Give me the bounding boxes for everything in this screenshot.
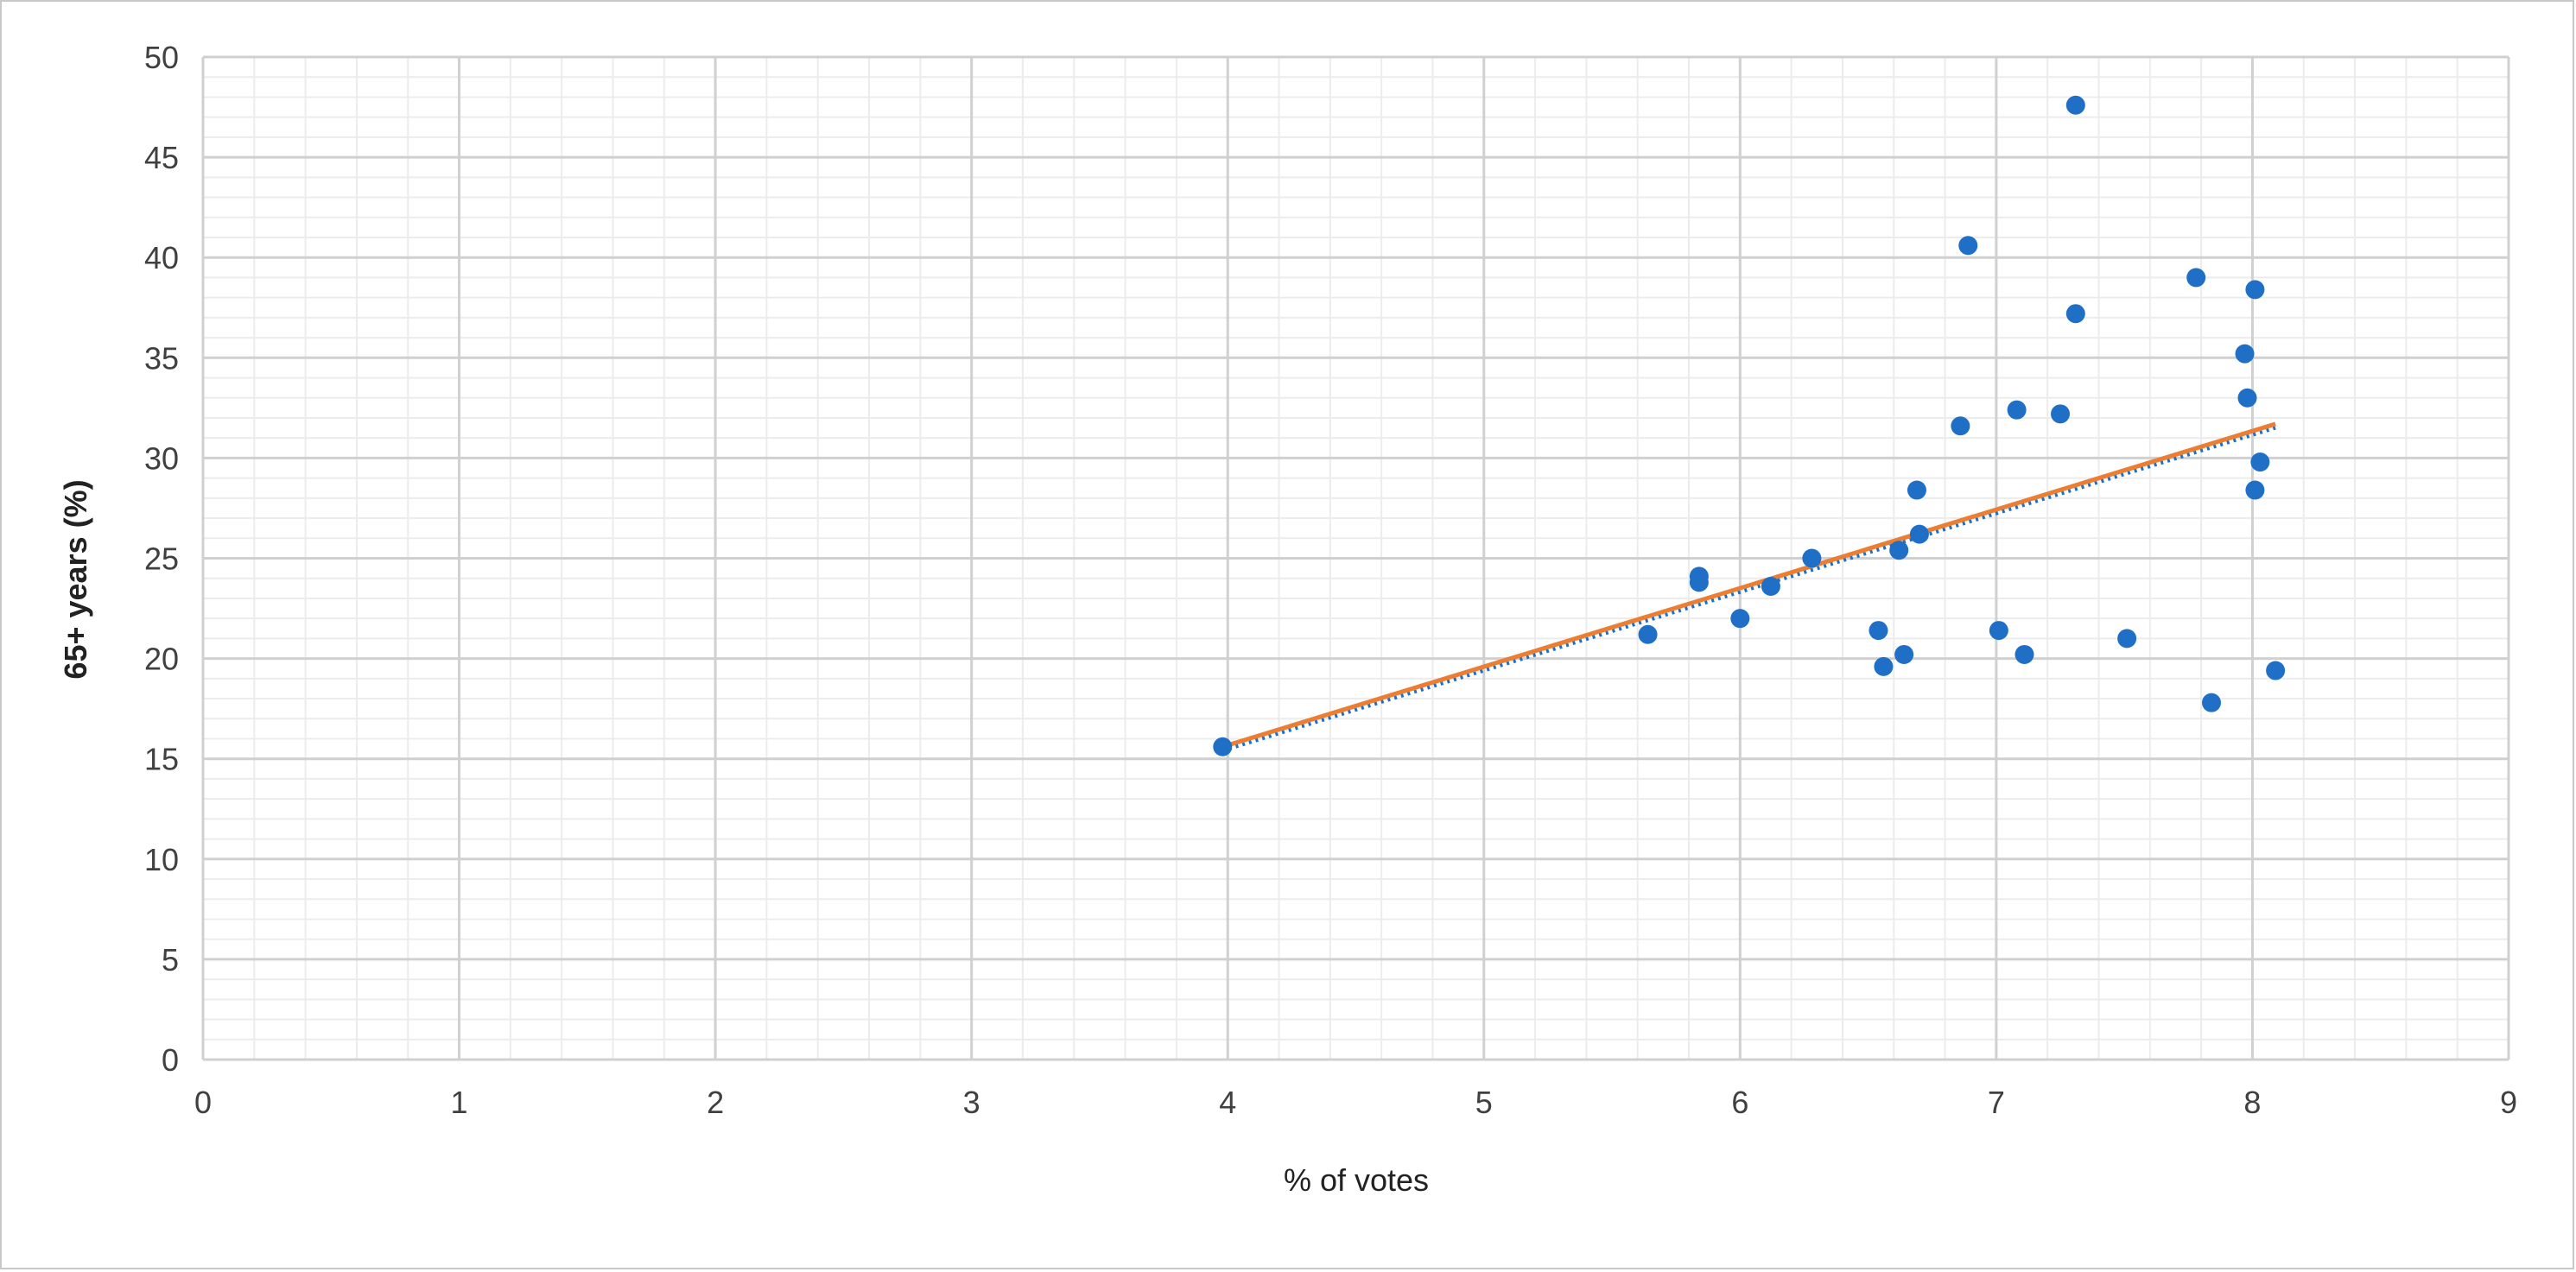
data-point bbox=[1874, 656, 1894, 676]
data-point bbox=[2245, 280, 2265, 300]
y-tick-label: 35 bbox=[144, 340, 179, 376]
data-point bbox=[1989, 621, 2008, 641]
x-tick-label: 2 bbox=[707, 1085, 724, 1120]
data-point bbox=[2266, 661, 2286, 680]
data-point bbox=[1958, 236, 1978, 256]
y-tick-label: 10 bbox=[144, 842, 179, 877]
x-tick-label: 0 bbox=[194, 1085, 212, 1120]
data-point bbox=[1951, 416, 1970, 436]
y-tick-label: 30 bbox=[144, 440, 179, 476]
data-point bbox=[2237, 388, 2257, 408]
data-point bbox=[1869, 621, 1888, 641]
x-tick-label: 5 bbox=[1475, 1085, 1493, 1120]
y-axis-title: 65+ years (%) bbox=[58, 479, 93, 679]
y-tick-label: 20 bbox=[144, 642, 179, 677]
x-tick-label: 3 bbox=[963, 1085, 980, 1120]
data-points bbox=[1213, 95, 2286, 756]
data-point bbox=[2065, 95, 2085, 115]
linear-trendline-dotted bbox=[1221, 426, 2276, 753]
trendlines bbox=[1221, 421, 2276, 753]
data-point bbox=[1213, 737, 1233, 756]
y-tick-label: 15 bbox=[144, 742, 179, 777]
x-axis-title: % of votes bbox=[1284, 1162, 1429, 1198]
x-tick-label: 4 bbox=[1219, 1085, 1236, 1120]
data-point bbox=[2245, 480, 2265, 500]
y-tick-label: 25 bbox=[144, 541, 179, 577]
data-point bbox=[2007, 400, 2027, 420]
x-tick-label: 9 bbox=[2500, 1085, 2517, 1120]
x-tick-label: 7 bbox=[1988, 1085, 2005, 1120]
data-point bbox=[1909, 524, 1929, 544]
data-point bbox=[2201, 693, 2221, 712]
y-tick-label: 40 bbox=[144, 240, 179, 275]
data-point bbox=[2235, 344, 2255, 364]
data-point bbox=[1761, 577, 1780, 597]
data-point bbox=[1889, 541, 1909, 560]
major-gridlines bbox=[201, 55, 2510, 1061]
x-tick-label: 8 bbox=[2243, 1085, 2261, 1120]
y-tick-label: 0 bbox=[162, 1042, 179, 1078]
data-point bbox=[1907, 480, 1926, 500]
data-point bbox=[1730, 609, 1750, 629]
x-tick-labels: 0 1 2 3 4 5 6 7 8 9 bbox=[194, 1085, 2517, 1120]
data-point bbox=[1894, 644, 1914, 664]
data-point bbox=[2014, 644, 2034, 664]
data-point bbox=[1689, 573, 1709, 592]
y-tick-label: 5 bbox=[162, 942, 179, 978]
data-point bbox=[2065, 304, 2085, 324]
y-tick-label: 45 bbox=[144, 140, 179, 175]
data-point bbox=[1802, 548, 1822, 568]
y-tick-labels: 0 5 10 15 20 25 30 35 40 45 50 bbox=[144, 40, 179, 1078]
data-point bbox=[2117, 629, 2137, 649]
data-point bbox=[1638, 624, 1658, 644]
y-tick-label: 50 bbox=[144, 40, 179, 75]
data-point bbox=[2186, 268, 2206, 288]
x-tick-label: 1 bbox=[451, 1085, 468, 1120]
x-tick-label: 6 bbox=[1731, 1085, 1748, 1120]
linear-trendline bbox=[1221, 421, 2276, 750]
data-point bbox=[2250, 452, 2270, 472]
data-point bbox=[2051, 404, 2071, 424]
